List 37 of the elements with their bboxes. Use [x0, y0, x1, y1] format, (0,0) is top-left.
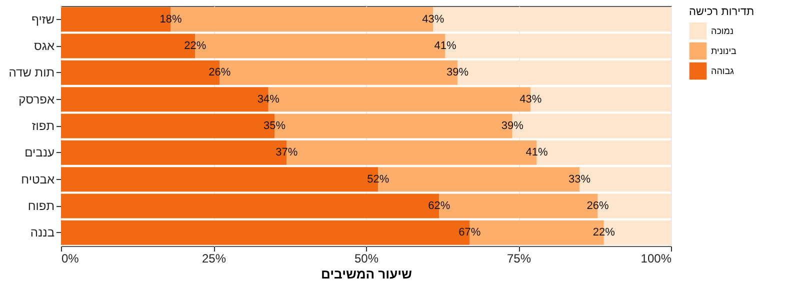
data-label: 41%	[526, 146, 548, 159]
data-label: 18%	[160, 13, 182, 26]
y-tick-label: ענבים	[24, 146, 55, 160]
data-label: 43%	[520, 93, 542, 106]
legend-label: נמוכה	[711, 26, 734, 36]
data-label: 39%	[446, 66, 469, 79]
data-label: 22%	[184, 40, 206, 52]
y-tick-label: אבטיח	[21, 172, 55, 186]
data-label: 39%	[501, 120, 524, 132]
y-tick-label: תפוח	[28, 199, 54, 213]
data-label: 22%	[592, 226, 616, 239]
data-label: 43%	[422, 13, 444, 26]
data-label: 37%	[276, 146, 298, 159]
y-tick-label: תפוז	[32, 119, 54, 133]
x-tick-label: 50%	[354, 252, 379, 266]
legend-title: תדירות רכישה	[689, 6, 754, 18]
x-tick-label: 100%	[640, 252, 672, 266]
data-label: 26%	[208, 66, 231, 79]
y-tick-label: בננה	[30, 226, 54, 240]
y-tick-label: אפרסק	[18, 92, 55, 106]
x-tick-label: 25%	[202, 252, 226, 266]
data-label: 67%	[458, 226, 481, 239]
data-label: 34%	[257, 93, 280, 106]
data-label: 62%	[428, 200, 450, 212]
x-tick-label: 0%	[62, 252, 80, 266]
x-tick-label: 75%	[506, 252, 532, 266]
data-label: 33%	[568, 173, 591, 186]
y-tick-label: שזיף	[32, 12, 55, 26]
data-label: 41%	[434, 40, 457, 52]
legend-label: בינונית	[711, 46, 738, 56]
data-label: 52%	[367, 173, 390, 186]
y-tick-label: אגס	[34, 39, 55, 53]
data-label: 35%	[263, 120, 286, 132]
data-label: 26%	[586, 200, 610, 212]
legend-label: גבוהה	[711, 66, 734, 76]
x-axis-title: שיעור המשיבים	[320, 266, 412, 282]
y-tick-label: תות שדה	[8, 66, 54, 80]
